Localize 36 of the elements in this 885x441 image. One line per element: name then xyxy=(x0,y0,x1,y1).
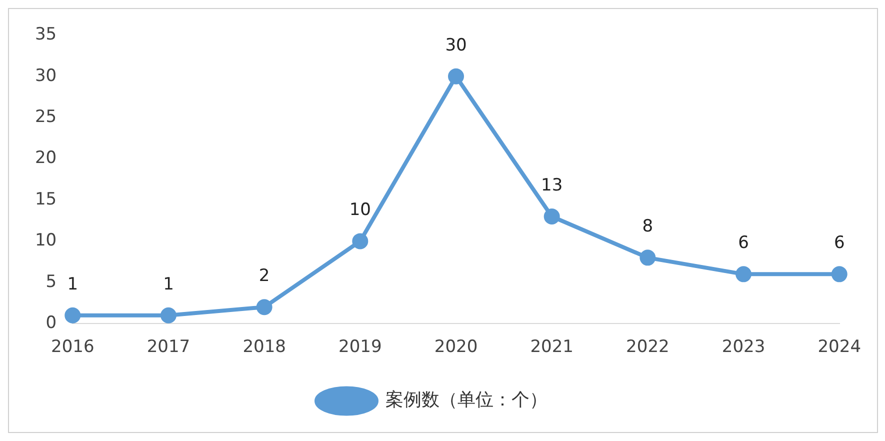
legend-label: 案例数（单位：个） xyxy=(386,390,548,411)
point xyxy=(640,250,656,266)
y-tick-label: 35 xyxy=(34,24,57,45)
data-label: 6 xyxy=(834,233,845,254)
x-tick-label: 2017 xyxy=(146,337,190,358)
point xyxy=(448,68,464,84)
point xyxy=(64,307,81,324)
x-tick-label: 2018 xyxy=(242,337,286,358)
point xyxy=(736,266,752,282)
y-tick-label: 5 xyxy=(46,272,57,292)
data-label: 13 xyxy=(541,175,563,196)
x-tick-label: 2019 xyxy=(338,337,382,358)
point xyxy=(160,307,176,324)
x-tick-label: 2020 xyxy=(434,337,478,358)
y-tick-label: 25 xyxy=(34,107,57,128)
y-tick-label: 30 xyxy=(34,66,57,86)
data-label: 1 xyxy=(163,274,174,294)
y-tick-label: 10 xyxy=(34,230,57,251)
x-tick-label: 2023 xyxy=(722,337,766,358)
data-label: 30 xyxy=(445,35,467,56)
y-tick-label: 20 xyxy=(34,148,57,168)
point xyxy=(831,266,848,282)
y-tick-label: 15 xyxy=(34,189,57,210)
data-label: 10 xyxy=(349,200,371,220)
x-tick-label: 2022 xyxy=(626,337,670,358)
point xyxy=(352,233,368,250)
data-label: 8 xyxy=(642,216,654,237)
point xyxy=(256,299,272,316)
x-tick-label: 2016 xyxy=(51,337,94,358)
point xyxy=(544,208,560,224)
x-tick-label: 2021 xyxy=(530,337,574,358)
data-label: 2 xyxy=(258,266,270,286)
data-label: 1 xyxy=(67,274,78,294)
data-label: 6 xyxy=(738,233,749,254)
x-tick-label: 2024 xyxy=(818,337,861,358)
y-tick-label: 0 xyxy=(46,313,57,334)
